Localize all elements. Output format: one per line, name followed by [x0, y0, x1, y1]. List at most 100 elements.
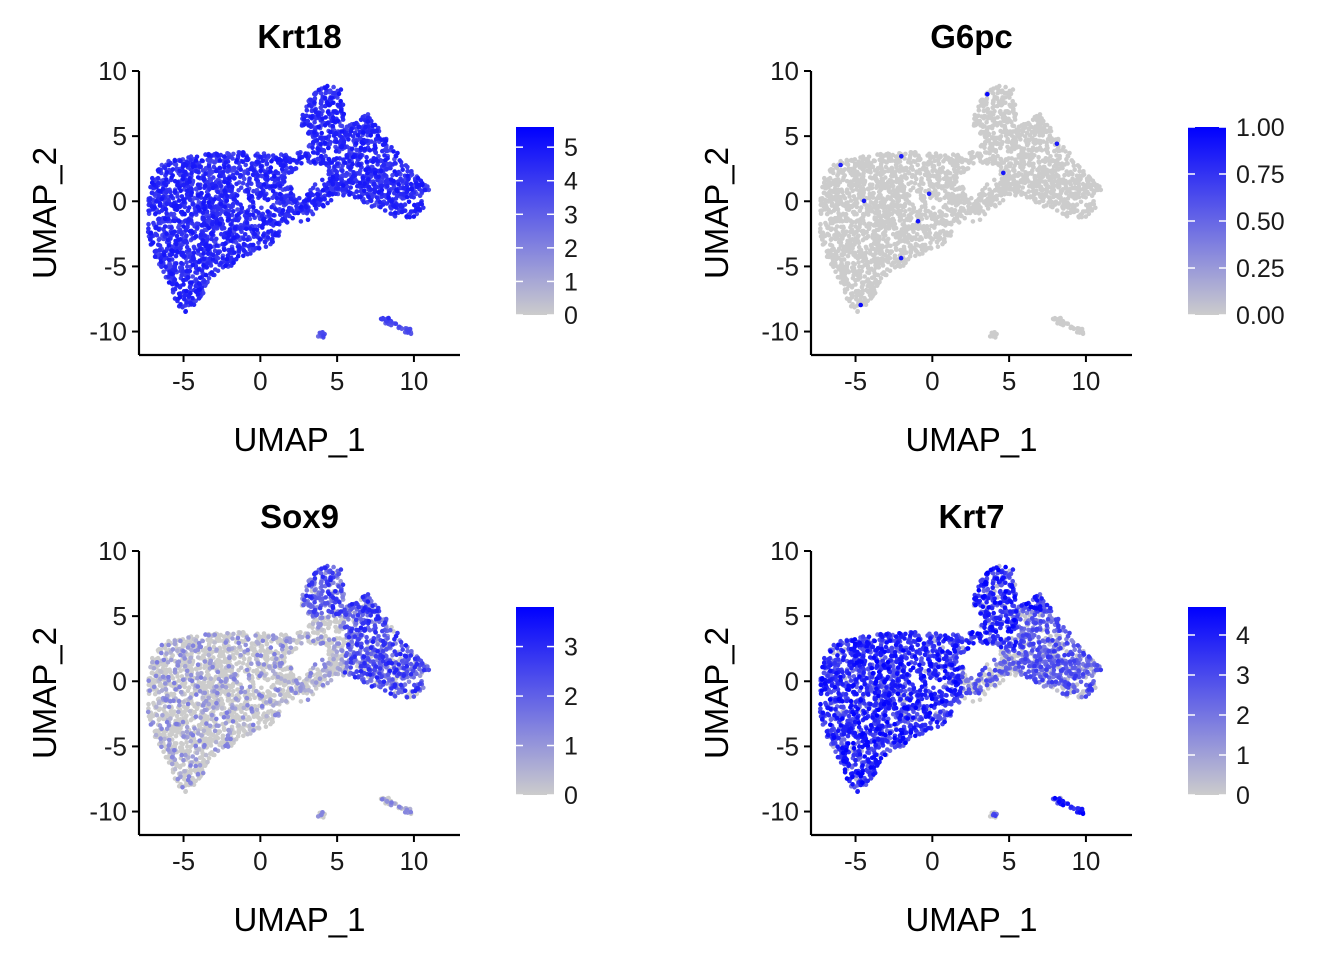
cell-point	[922, 212, 928, 218]
cell-point	[235, 253, 241, 259]
cell-point	[237, 226, 243, 232]
cell-point	[184, 260, 189, 265]
cell-point	[389, 199, 394, 204]
cell-point	[364, 154, 369, 160]
cell-point	[204, 193, 210, 199]
cell-point	[218, 183, 224, 189]
cell-point	[164, 231, 169, 236]
y-tick-label: 10	[98, 56, 127, 86]
cell-point	[891, 187, 896, 193]
cell-point	[253, 177, 259, 182]
cell-point	[990, 101, 996, 106]
cell-point	[324, 185, 330, 190]
cell-point	[898, 212, 903, 217]
cell-point	[176, 218, 181, 223]
cell-point	[327, 190, 332, 196]
cell-point	[358, 145, 364, 151]
cell-point	[383, 138, 389, 143]
cell-point	[179, 260, 184, 266]
cell-point	[333, 148, 339, 154]
cell-point	[312, 96, 318, 101]
cell-point	[391, 178, 396, 184]
cell-point	[222, 188, 227, 193]
cell-point	[977, 154, 983, 160]
cell-point	[209, 270, 215, 275]
cell-point	[878, 276, 884, 281]
cell-point	[990, 105, 995, 111]
cell-point	[1010, 144, 1015, 149]
cell-point	[289, 169, 295, 175]
cell-point	[158, 188, 163, 194]
cell-point	[262, 153, 268, 159]
cell-point	[230, 172, 236, 178]
cell-point	[331, 119, 337, 124]
cell-point	[209, 222, 215, 227]
cell-point	[250, 242, 256, 248]
cell-point	[858, 188, 864, 193]
cell-point	[239, 205, 245, 211]
cell-point	[366, 184, 372, 190]
cell-point	[844, 157, 850, 163]
cell-point	[180, 197, 186, 203]
cell-point	[1053, 199, 1059, 204]
cell-point	[166, 280, 172, 285]
cell-point	[280, 216, 286, 222]
cell-point	[365, 119, 371, 124]
cell-point	[152, 254, 158, 259]
cell-point	[406, 329, 412, 334]
cell-point	[181, 278, 186, 283]
cell-point	[174, 249, 180, 254]
cell-point	[174, 233, 180, 239]
cell-point	[189, 280, 194, 285]
cell-point	[318, 141, 323, 147]
cell-point	[172, 277, 178, 282]
cell-point	[382, 208, 388, 213]
cell-point	[400, 167, 406, 172]
cell-point	[312, 198, 317, 203]
cell-point	[408, 209, 414, 214]
cell-point	[913, 247, 919, 253]
cell-point	[269, 159, 274, 164]
cell-point	[1093, 205, 1098, 211]
cell-point	[226, 233, 232, 238]
cell-point	[268, 169, 273, 174]
cell-point	[320, 177, 325, 183]
cell-point	[874, 167, 880, 173]
cell-point	[337, 103, 343, 108]
cell-point	[395, 193, 400, 199]
cell-point	[378, 168, 384, 174]
cell-point	[194, 169, 200, 174]
cell-point	[1012, 117, 1018, 122]
cell-point	[404, 194, 410, 200]
cell-point	[408, 194, 414, 199]
cell-point	[237, 237, 243, 243]
cell-point	[1004, 157, 1009, 163]
y-tick-label: 0	[113, 186, 127, 216]
cell-point	[857, 264, 862, 269]
cell-point	[197, 287, 202, 292]
cell-point	[154, 232, 160, 238]
cell-point	[151, 220, 156, 226]
panel-title: Krt18	[257, 18, 341, 55]
cell-point	[273, 169, 279, 174]
cell-point	[169, 271, 174, 277]
cell-point	[883, 238, 889, 244]
cell-point	[893, 245, 899, 251]
cell-point	[313, 109, 319, 115]
cell-point	[192, 246, 197, 251]
cell-point	[328, 178, 333, 184]
cell-point	[201, 201, 206, 206]
cell-point	[900, 194, 906, 200]
cell-point	[266, 229, 271, 235]
cell-point	[319, 153, 324, 159]
cell-point	[344, 155, 350, 160]
cell-point	[156, 237, 162, 243]
cell-point	[312, 182, 318, 187]
cell-point	[380, 315, 386, 321]
cell-point	[265, 209, 270, 214]
cell-point	[247, 180, 252, 185]
cell-point	[818, 221, 823, 227]
cell-point	[917, 237, 922, 242]
